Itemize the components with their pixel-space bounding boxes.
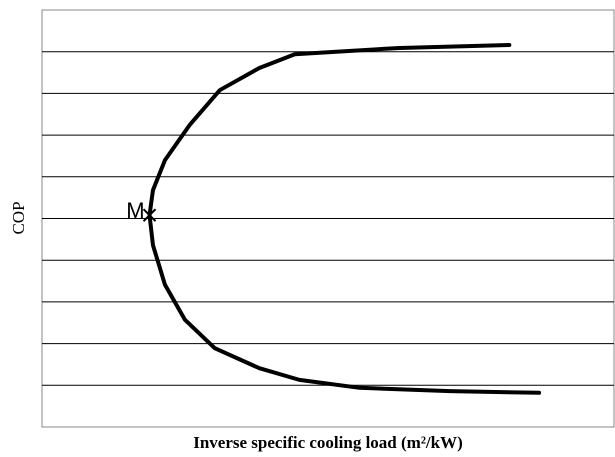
curve (147, 43, 542, 395)
y-axis-label: COP (9, 201, 28, 234)
point-marker (142, 208, 157, 222)
x-axis-label: Inverse specific cooling load (m²/kW) (193, 433, 463, 452)
annotation: M (126, 198, 144, 223)
